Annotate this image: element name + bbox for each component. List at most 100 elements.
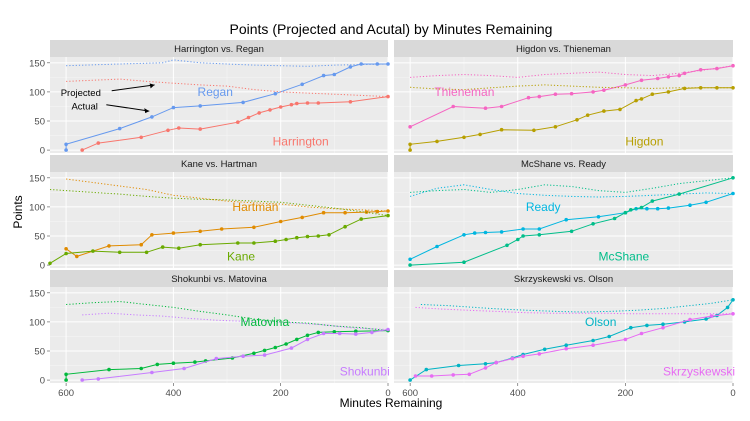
data-point-higdon — [634, 98, 638, 103]
data-point-thieneman — [602, 88, 606, 92]
actual-annotation: Actual — [71, 101, 97, 112]
data-point-harrington — [96, 141, 101, 145]
data-point-hartman — [219, 227, 224, 231]
data-point-regan — [273, 91, 278, 96]
data-point-thieneman — [682, 71, 687, 76]
data-point-higdon — [602, 109, 606, 113]
panel-strip — [394, 270, 733, 287]
data-point-harrington — [278, 105, 283, 109]
panel-strip — [50, 40, 388, 57]
data-point-matovina — [64, 372, 68, 377]
series-kane — [48, 189, 390, 266]
data-point-shokunbi — [305, 337, 310, 342]
data-point-higdon — [532, 128, 536, 133]
data-point-shokunbi — [96, 377, 101, 381]
panel-background — [50, 287, 388, 383]
data-point-kane — [144, 250, 149, 255]
data-point-skrzyskewski — [429, 374, 434, 378]
y-tick-label: 100 — [29, 87, 45, 98]
x-axis-label: Minutes Remaining — [340, 396, 443, 410]
data-point-ready — [499, 230, 504, 234]
data-point-kane — [343, 224, 347, 229]
data-point-matovina — [193, 360, 197, 364]
data-point-higdon — [715, 86, 719, 90]
data-point-kane — [236, 241, 240, 245]
data-point-ready — [645, 206, 649, 211]
projected-line-kane — [49, 189, 389, 217]
data-point-skrzyskewski — [564, 346, 568, 351]
data-point-harrington — [80, 148, 84, 152]
data-point-thieneman — [451, 104, 456, 109]
panel-title: Higdon vs. Thieneman — [516, 44, 611, 55]
panel-title: Shokunbi vs. Matovina — [171, 274, 267, 285]
data-point-hartman — [343, 210, 347, 215]
data-point-ready — [666, 206, 671, 210]
data-point-kane — [359, 217, 364, 221]
actual-line-ready — [409, 193, 734, 260]
data-point-mcshane — [731, 176, 735, 180]
series-olson — [408, 298, 735, 382]
data-point-matovina — [139, 366, 143, 371]
actual-arrowhead — [144, 108, 150, 114]
data-point-higdon — [462, 135, 466, 140]
data-point-ready — [521, 227, 525, 231]
data-point-thieneman — [731, 63, 735, 68]
y-axis-label: Points — [11, 195, 25, 228]
data-point-skrzyskewski — [521, 354, 525, 359]
panel-strip — [50, 270, 388, 287]
data-point-higdon — [408, 148, 412, 152]
data-point-higdon — [553, 125, 558, 129]
data-point-olson — [424, 367, 429, 372]
data-point-mcshane — [677, 192, 681, 196]
actual-line-higdon — [409, 87, 733, 151]
data-point-hartman — [278, 219, 283, 224]
data-point-higdon — [666, 90, 671, 94]
y-tick-label: 150 — [29, 58, 45, 69]
series-label-regan: Regan — [198, 85, 233, 99]
data-point-skrzyskewski — [451, 373, 456, 377]
series-label-olson: Olson — [585, 315, 616, 329]
data-point-shokunbi — [241, 354, 245, 359]
projected-line-thieneman — [410, 65, 734, 78]
data-point-ready — [596, 215, 601, 219]
panel-strip — [394, 40, 733, 57]
data-point-shokunbi — [262, 353, 267, 357]
projected-line-higdon — [410, 84, 733, 91]
data-point-kane — [295, 235, 299, 240]
data-point-thieneman — [408, 125, 412, 129]
series-higdon — [408, 84, 735, 152]
data-point-thieneman — [526, 95, 531, 100]
data-point-kane — [64, 251, 68, 256]
data-point-kane — [91, 249, 95, 253]
data-point-higdon — [435, 139, 439, 144]
data-point-matovina — [354, 329, 358, 334]
data-point-ready — [472, 231, 477, 235]
data-point-higdon — [682, 86, 687, 91]
data-point-thieneman — [698, 68, 703, 72]
data-point-harrington — [198, 127, 202, 131]
panel-strip — [394, 155, 733, 172]
data-point-harrington — [246, 115, 251, 120]
series-label-mcshane: McShane — [598, 249, 649, 263]
data-point-harrington — [166, 128, 170, 133]
data-point-higdon — [499, 127, 504, 132]
data-point-thieneman — [639, 78, 644, 83]
data-point-shokunbi — [370, 330, 374, 335]
series-matovina — [64, 300, 390, 382]
data-point-ready — [731, 191, 735, 196]
series-label-shokunbi: Shokunbi — [340, 364, 390, 378]
data-point-kane — [386, 213, 390, 218]
data-point-kane — [273, 239, 278, 243]
x-tick-label: 0 — [730, 388, 735, 399]
x-tick-label: 600 — [402, 388, 418, 399]
data-point-mcshane — [521, 234, 525, 238]
data-point-olson — [725, 305, 730, 310]
data-point-matovina — [171, 361, 176, 366]
data-point-ready — [655, 206, 660, 211]
data-point-hartman — [375, 209, 380, 214]
data-point-ready — [704, 200, 708, 205]
data-point-kane — [316, 234, 321, 238]
data-point-olson — [591, 338, 595, 343]
y-tick-label: 100 — [29, 202, 45, 213]
